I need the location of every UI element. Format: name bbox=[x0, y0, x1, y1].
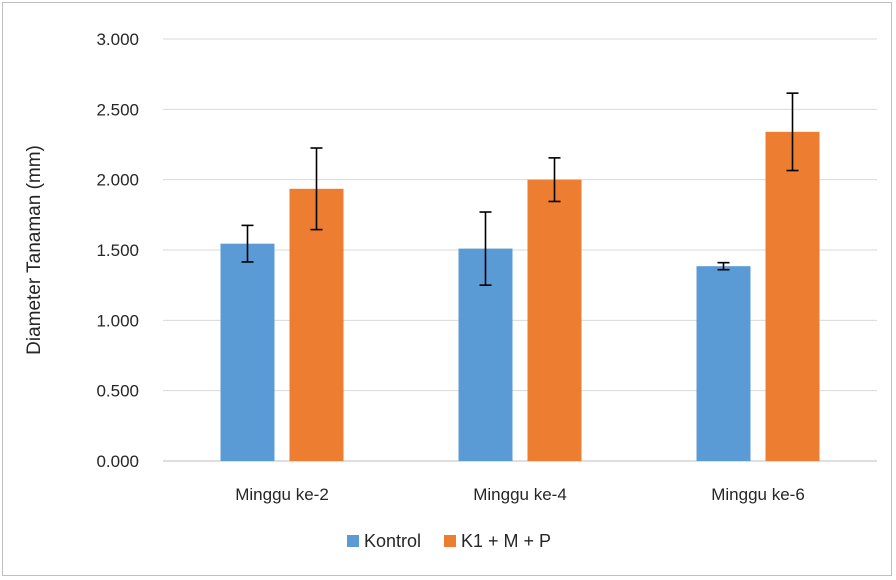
legend-swatch bbox=[444, 535, 456, 547]
legend-label: K1 + M + P bbox=[461, 531, 551, 551]
y-tick-label: 1.500 bbox=[96, 241, 139, 260]
error-bars bbox=[241, 92, 799, 286]
x-tick-label: Minggu ke-6 bbox=[711, 485, 805, 504]
x-tick-label: Minggu ke-4 bbox=[473, 485, 567, 504]
bar-kontrol bbox=[220, 243, 275, 461]
bar-k1-m-p bbox=[527, 179, 582, 461]
y-tick-label: 0.500 bbox=[96, 382, 139, 401]
x-tick-label: Minggu ke-2 bbox=[235, 485, 329, 504]
y-tick-label: 2.000 bbox=[96, 171, 139, 190]
y-tick-label: 1.000 bbox=[96, 311, 139, 330]
y-axis-label: Diameter Tanaman (mm) bbox=[24, 145, 45, 355]
legend-swatch bbox=[347, 535, 359, 547]
y-tick-label: 3.000 bbox=[96, 30, 139, 49]
y-axis-ticks: 0.000 0.500 1.000 1.500 2.000 2.500 3.000 bbox=[96, 30, 139, 471]
gridlines bbox=[163, 38, 877, 462]
x-axis-ticks: Minggu ke-2 Minggu ke-4 Minggu ke-6 bbox=[235, 485, 805, 504]
legend: Kontrol K1 + M + P bbox=[347, 531, 551, 551]
bar-k1-m-p bbox=[289, 188, 344, 461]
bars bbox=[220, 131, 820, 461]
bar-kontrol bbox=[696, 266, 751, 461]
y-tick-label: 0.000 bbox=[96, 452, 139, 471]
bar-k1-m-p bbox=[765, 131, 820, 461]
legend-label: Kontrol bbox=[364, 531, 421, 551]
y-tick-label: 2.500 bbox=[96, 100, 139, 119]
